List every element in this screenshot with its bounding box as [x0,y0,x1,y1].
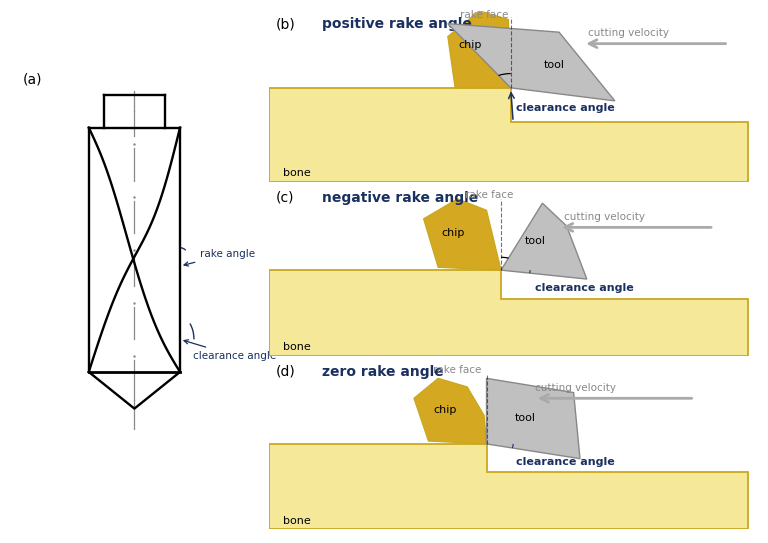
Text: (c): (c) [276,191,295,205]
Text: rake face: rake face [433,365,482,376]
Text: rake face: rake face [460,10,508,20]
Polygon shape [269,88,748,182]
Text: chip: chip [434,405,457,414]
Polygon shape [448,24,615,101]
Text: positive rake angle: positive rake angle [322,17,472,31]
Text: clearance angle: clearance angle [184,340,276,361]
Text: (b): (b) [276,17,296,31]
Text: zero rake angle: zero rake angle [322,365,444,378]
Text: bone: bone [283,342,311,352]
Polygon shape [269,444,748,529]
Text: rake angle: rake angle [184,249,256,266]
Text: tool: tool [515,413,536,423]
Text: cutting velocity: cutting velocity [535,383,616,393]
Text: bone: bone [283,516,311,526]
Text: rake face: rake face [465,190,513,200]
Polygon shape [414,378,487,444]
Polygon shape [501,203,587,279]
Text: (a): (a) [23,73,42,87]
Polygon shape [487,378,580,459]
Text: clearance angle: clearance angle [515,103,614,113]
Text: cutting velocity: cutting velocity [588,28,669,38]
Text: clearance angle: clearance angle [515,457,614,467]
Text: negative rake angle: negative rake angle [322,191,478,205]
Text: chip: chip [458,40,482,50]
Text: tool: tool [525,237,545,247]
Text: (d): (d) [276,365,296,378]
Text: cutting velocity: cutting velocity [564,212,645,222]
Polygon shape [448,11,511,88]
Text: tool: tool [544,60,564,70]
Text: clearance angle: clearance angle [535,283,634,293]
Polygon shape [269,270,748,356]
Text: chip: chip [441,228,465,238]
Polygon shape [424,199,501,270]
Text: bone: bone [283,168,311,178]
